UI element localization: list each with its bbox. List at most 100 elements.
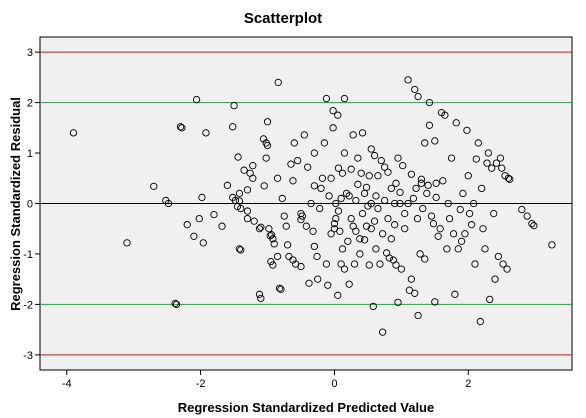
data-point (336, 227, 344, 235)
data-point (399, 162, 407, 170)
data-point (370, 151, 379, 160)
data-point (411, 85, 419, 94)
data-point (338, 169, 347, 177)
data-point (250, 217, 258, 225)
data-point (451, 290, 459, 298)
data-point (431, 298, 439, 306)
data-point (293, 156, 302, 165)
data-point (235, 245, 244, 253)
data-point (372, 192, 380, 200)
data-point (257, 294, 265, 303)
data-point (171, 299, 179, 308)
data-point (492, 159, 501, 167)
data-point (329, 107, 337, 115)
data-point (479, 225, 487, 233)
data-point (374, 204, 382, 213)
y-tick-label: 1 (27, 148, 33, 160)
data-point (499, 260, 507, 268)
data-point (340, 265, 349, 273)
data-point (338, 245, 347, 253)
data-point (427, 212, 436, 220)
data-point (409, 194, 418, 203)
data-point (324, 281, 332, 289)
data-point (260, 182, 268, 190)
data-point (322, 260, 331, 268)
data-point (278, 194, 286, 203)
data-point (528, 220, 536, 228)
data-point (243, 214, 252, 223)
data-point (447, 154, 456, 162)
data-point (290, 139, 298, 147)
x-tick-label: 2 (465, 378, 471, 390)
x-tick-label: -2 (196, 378, 206, 390)
data-point (391, 199, 399, 208)
data-point (243, 186, 252, 194)
data-point (270, 240, 278, 248)
data-point (327, 174, 335, 182)
data-point (367, 199, 375, 208)
data-point (340, 94, 349, 103)
data-point (367, 145, 375, 153)
data-point (404, 76, 412, 84)
data-point (387, 184, 395, 193)
data-point (376, 260, 384, 268)
data-point (332, 214, 340, 223)
data-point (223, 181, 232, 189)
data-point (365, 172, 373, 180)
data-points (69, 76, 556, 336)
data-point (334, 207, 343, 215)
data-point (405, 286, 414, 294)
data-point (459, 189, 467, 198)
data-point (429, 220, 438, 228)
data-point (417, 179, 426, 187)
data-point (423, 189, 431, 198)
data-point (210, 210, 218, 219)
data-point (332, 199, 340, 208)
data-point (262, 154, 270, 162)
data-point (392, 261, 400, 269)
data-point (275, 284, 284, 292)
data-point (461, 230, 469, 238)
data-point (190, 232, 198, 240)
data-point (230, 101, 238, 110)
data-point (178, 124, 186, 132)
data-point (465, 209, 474, 218)
data-point (380, 163, 389, 171)
data-point (384, 214, 392, 223)
data-point (347, 214, 355, 223)
data-point (345, 192, 353, 200)
data-point (434, 232, 442, 240)
data-point (297, 215, 305, 224)
data-point (443, 245, 451, 253)
data-point (425, 121, 434, 129)
data-point (302, 222, 310, 230)
data-point (457, 237, 466, 245)
data-point (334, 164, 343, 172)
data-point (445, 214, 454, 223)
data-point (367, 225, 375, 233)
data-point (372, 245, 380, 253)
data-point (391, 221, 399, 229)
data-point (374, 172, 382, 180)
x-tick-label: -4 (62, 378, 72, 390)
data-point (240, 166, 248, 174)
data-point (370, 217, 379, 225)
y-tick-label: 3 (27, 47, 33, 59)
data-point (432, 193, 440, 202)
data-point (176, 123, 185, 131)
data-point (377, 156, 385, 165)
data-point (263, 141, 272, 150)
data-point (198, 193, 206, 202)
data-point (356, 250, 364, 258)
data-point (436, 225, 444, 233)
data-point (310, 182, 319, 190)
data-point (310, 149, 319, 157)
data-point (432, 179, 440, 187)
x-tick-label: 0 (331, 378, 337, 390)
data-point (401, 209, 409, 218)
data-point (548, 241, 556, 249)
data-point (392, 179, 400, 187)
data-point (481, 245, 489, 253)
data-point (349, 131, 357, 139)
data-point (255, 290, 264, 298)
